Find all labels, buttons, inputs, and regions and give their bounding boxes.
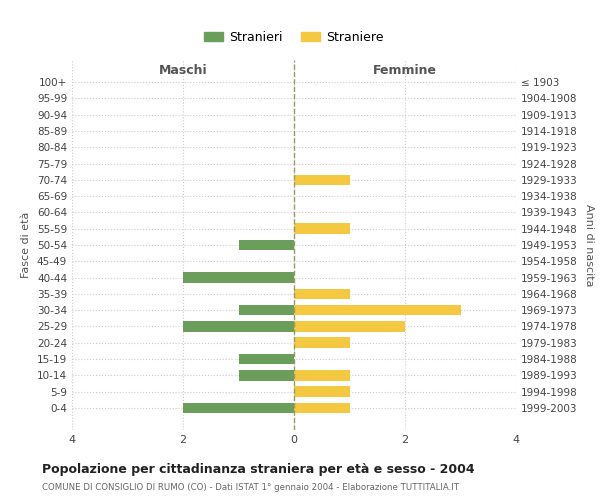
Text: Maschi: Maschi bbox=[158, 64, 208, 77]
Bar bbox=[294, 370, 349, 380]
Text: Popolazione per cittadinanza straniera per età e sesso - 2004: Popolazione per cittadinanza straniera p… bbox=[42, 462, 475, 475]
Bar bbox=[183, 272, 294, 283]
Bar bbox=[183, 321, 294, 332]
Bar bbox=[239, 370, 294, 380]
Bar bbox=[294, 402, 349, 413]
Bar bbox=[294, 288, 349, 299]
Legend: Stranieri, Straniere: Stranieri, Straniere bbox=[199, 26, 389, 48]
Bar bbox=[239, 305, 294, 316]
Text: Femmine: Femmine bbox=[373, 64, 437, 77]
Bar bbox=[239, 240, 294, 250]
Y-axis label: Anni di nascita: Anni di nascita bbox=[584, 204, 594, 286]
Bar bbox=[294, 224, 349, 234]
Bar bbox=[294, 321, 405, 332]
Y-axis label: Fasce di età: Fasce di età bbox=[22, 212, 31, 278]
Bar bbox=[294, 305, 461, 316]
Bar bbox=[183, 402, 294, 413]
Bar bbox=[294, 338, 349, 348]
Bar bbox=[239, 354, 294, 364]
Text: COMUNE DI CONSIGLIO DI RUMO (CO) - Dati ISTAT 1° gennaio 2004 - Elaborazione TUT: COMUNE DI CONSIGLIO DI RUMO (CO) - Dati … bbox=[42, 482, 459, 492]
Bar bbox=[294, 174, 349, 185]
Bar bbox=[294, 386, 349, 397]
